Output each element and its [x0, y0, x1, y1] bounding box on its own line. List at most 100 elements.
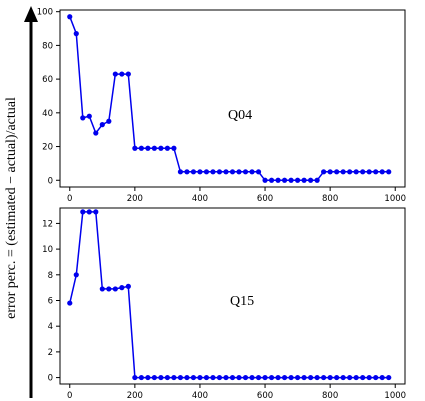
data-point — [80, 115, 86, 121]
data-point — [255, 374, 262, 381]
data-point — [99, 122, 105, 128]
data-point — [308, 177, 314, 183]
data-point — [294, 374, 301, 381]
data-point — [112, 286, 118, 292]
panel-q15: 0 200 400 600 800 1000 0 2 4 6 8 10 12 Q15 — [42, 207, 406, 401]
data-point — [216, 169, 223, 175]
x-tick-label: 400 — [192, 194, 208, 204]
data-point — [80, 209, 86, 215]
data-point — [360, 374, 366, 381]
y-tick-label: 80 — [42, 41, 53, 51]
y-tick-label: 40 — [42, 109, 53, 119]
data-point — [321, 374, 327, 381]
data-point — [249, 169, 255, 175]
panel-annotation: Q15 — [230, 294, 254, 309]
data-point — [386, 169, 392, 175]
data-point — [145, 145, 151, 151]
data-point — [340, 374, 346, 381]
data-point — [360, 169, 366, 175]
plot-frame — [59, 207, 406, 385]
panel-annotation: Q04 — [228, 108, 252, 123]
data-point — [327, 374, 333, 381]
data-point — [236, 169, 242, 175]
data-point — [197, 374, 203, 381]
y-tick-label: 60 — [42, 75, 53, 85]
data-point — [177, 169, 184, 175]
data-point — [366, 374, 372, 381]
data-point — [301, 177, 307, 183]
data-point — [249, 374, 255, 381]
data-point — [93, 209, 99, 215]
data-point — [308, 374, 314, 381]
data-point — [184, 374, 190, 381]
data-point — [255, 169, 262, 175]
x-tick-label: 1000 — [384, 194, 406, 204]
data-point — [294, 177, 301, 183]
data-point — [373, 169, 379, 175]
data-point — [314, 177, 320, 183]
data-point — [125, 283, 131, 289]
data-point — [171, 374, 177, 381]
data-point — [106, 286, 112, 292]
data-point — [229, 374, 236, 381]
y-axis-label: error perc. = (estimated − actual)/actua… — [4, 97, 19, 319]
data-point — [223, 374, 229, 381]
data-point — [353, 374, 359, 381]
data-point — [288, 374, 294, 381]
data-point — [379, 169, 385, 175]
data-point — [242, 169, 249, 175]
data-point — [334, 169, 340, 175]
data-point — [177, 374, 184, 381]
data-point — [119, 285, 125, 291]
data-point — [164, 145, 171, 151]
data-point — [340, 169, 346, 175]
y-axis-arrow-head — [24, 6, 38, 22]
data-point — [125, 71, 131, 77]
data-point — [347, 169, 353, 175]
data-point — [210, 374, 216, 381]
data-point — [268, 177, 275, 183]
data-point — [132, 374, 138, 381]
data-point — [67, 300, 73, 306]
data-point — [112, 71, 118, 77]
data-point — [275, 374, 281, 381]
data-point — [379, 374, 385, 381]
data-point — [301, 374, 307, 381]
data-point — [314, 374, 320, 381]
data-point — [138, 145, 144, 151]
data-point — [164, 374, 171, 381]
x-tick-label: 600 — [257, 391, 273, 401]
data-point — [216, 374, 223, 381]
data-point — [347, 374, 353, 381]
y-tick-label: 10 — [42, 245, 53, 255]
data-point — [145, 374, 151, 381]
x-tick-label: 800 — [322, 391, 338, 401]
y-tick-label: 100 — [37, 8, 53, 18]
data-point — [99, 286, 105, 292]
x-tick-label: 400 — [192, 391, 208, 401]
y-tick-label: 6 — [48, 296, 53, 306]
data-point — [327, 169, 333, 175]
data-point — [334, 374, 340, 381]
data-point — [67, 14, 73, 20]
data-point — [151, 374, 157, 381]
data-point — [203, 374, 210, 381]
data-point — [236, 374, 242, 381]
data-point — [190, 169, 197, 175]
data-point — [281, 177, 288, 183]
plot-frame — [59, 9, 406, 188]
data-point — [242, 374, 249, 381]
data-point — [353, 169, 359, 175]
data-point — [93, 130, 99, 136]
x-tick-label: 800 — [322, 194, 338, 204]
data-point — [119, 71, 125, 77]
data-point — [73, 272, 79, 278]
data-point — [73, 30, 79, 37]
data-point — [366, 169, 372, 175]
y-tick-label: 0 — [48, 176, 53, 186]
data-point — [86, 113, 92, 119]
data-point — [184, 169, 190, 175]
data-point — [386, 374, 392, 381]
data-point — [275, 177, 281, 183]
